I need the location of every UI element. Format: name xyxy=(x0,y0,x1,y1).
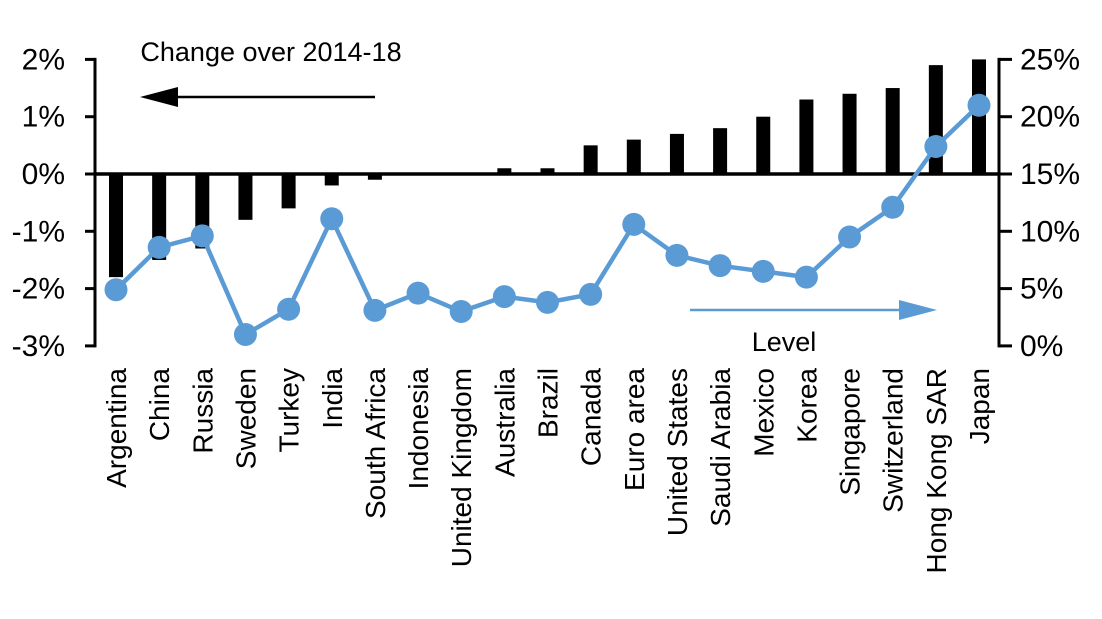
category-label-South Africa: South Africa xyxy=(360,368,391,519)
category-label-Sweden: Sweden xyxy=(230,368,261,469)
category-label-Australia: Australia xyxy=(489,368,520,477)
level-marker-United Kingdom xyxy=(449,300,473,324)
category-label-Switzerland: Switzerland xyxy=(878,368,909,513)
level-marker-Canada xyxy=(579,282,603,306)
level-marker-China xyxy=(147,235,171,259)
level-marker-Australia xyxy=(492,285,516,309)
left-axis-tick-label: 1% xyxy=(22,101,65,134)
level-marker-Argentina xyxy=(104,278,128,302)
level-marker-Euro area xyxy=(622,212,646,236)
category-label-Singapore: Singapore xyxy=(835,368,866,496)
category-label-Saudi Arabia: Saudi Arabia xyxy=(705,368,736,527)
bar-Australia xyxy=(497,168,512,174)
left-axis-tick-label: 2% xyxy=(22,43,65,76)
category-label-United Kingdom: United Kingdom xyxy=(446,368,477,567)
level-marker-Saudi Arabia xyxy=(708,254,732,278)
level-marker-United States xyxy=(665,243,689,267)
level-marker-Korea xyxy=(794,265,818,289)
line-series-annotation-label: Level xyxy=(752,327,817,357)
category-label-China: China xyxy=(144,368,175,442)
category-label-Japan: Japan xyxy=(964,368,995,444)
line-series-arrow-right-icon xyxy=(899,300,937,320)
bar-Mexico xyxy=(756,116,771,174)
bar-series-arrow-left-icon xyxy=(140,87,178,107)
right-axis-tick-label: 15% xyxy=(1020,158,1080,191)
level-marker-Singapore xyxy=(838,225,862,249)
level-marker-South Africa xyxy=(363,298,387,322)
bar-series-annotation-label: Change over 2014-18 xyxy=(140,37,401,67)
bar-Canada xyxy=(583,145,598,174)
level-marker-Japan xyxy=(967,93,991,117)
right-axis-tick-label: 20% xyxy=(1020,101,1080,134)
bar-Euro area xyxy=(626,139,641,174)
category-label-Russia: Russia xyxy=(187,368,218,454)
right-axis-tick-label: 0% xyxy=(1020,330,1063,363)
level-marker-Brazil xyxy=(536,290,559,314)
level-marker-Sweden xyxy=(233,322,257,346)
level-marker-Switzerland xyxy=(881,195,905,219)
level-marker-Mexico xyxy=(751,259,775,283)
bar-Brazil xyxy=(540,168,555,174)
level-marker-Russia xyxy=(190,224,214,248)
category-label-Canada: Canada xyxy=(576,368,607,467)
category-label-Indonesia: Indonesia xyxy=(403,368,434,490)
bar-Sweden xyxy=(238,174,253,220)
category-label-Turkey: Turkey xyxy=(274,368,305,453)
category-label-Brazil: Brazil xyxy=(533,368,564,438)
right-axis-tick-label: 5% xyxy=(1020,273,1063,306)
bar-Turkey xyxy=(281,174,296,209)
right-axis-tick-label: 10% xyxy=(1020,215,1080,248)
category-label-Mexico: Mexico xyxy=(748,368,779,457)
bar-South Africa xyxy=(367,174,382,180)
category-label-Euro area: Euro area xyxy=(619,368,650,491)
left-axis-tick-label: 0% xyxy=(22,158,65,191)
level-marker-India xyxy=(320,207,344,231)
bar-India xyxy=(324,174,339,186)
left-axis-tick-label: -2% xyxy=(12,273,65,306)
category-label-India: India xyxy=(317,368,348,429)
bar-United States xyxy=(669,133,684,174)
bar-Switzerland xyxy=(885,88,900,174)
bar-Argentina xyxy=(109,174,123,278)
category-label-Korea: Korea xyxy=(791,368,822,443)
left-axis-tick-label: -3% xyxy=(12,330,65,363)
bar-Saudi Arabia xyxy=(713,128,728,174)
category-label-Argentina: Argentina xyxy=(101,368,132,488)
bar-Korea xyxy=(799,99,814,174)
level-marker-Indonesia xyxy=(406,281,430,305)
level-marker-Hong Kong SAR xyxy=(924,134,948,158)
left-axis-tick-label: -1% xyxy=(12,215,65,248)
level-marker-Turkey xyxy=(277,297,301,321)
right-axis-tick-label: 25% xyxy=(1020,43,1080,76)
category-label-Hong Kong SAR: Hong Kong SAR xyxy=(921,368,952,573)
category-label-United States: United States xyxy=(662,368,693,536)
bar-Singapore xyxy=(842,93,857,174)
